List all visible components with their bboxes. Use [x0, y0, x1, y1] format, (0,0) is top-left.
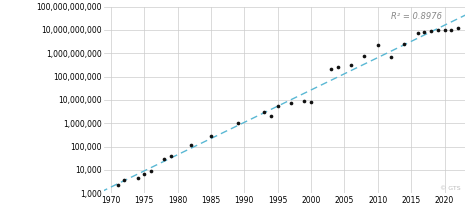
- Point: [114, 183, 121, 186]
- Point: [387, 55, 395, 59]
- Point: [120, 179, 128, 182]
- Point: [187, 143, 195, 147]
- Point: [347, 64, 355, 67]
- Point: [207, 134, 215, 138]
- Point: [334, 65, 342, 69]
- Point: [328, 67, 335, 70]
- Point: [167, 154, 175, 158]
- Point: [267, 114, 275, 118]
- Point: [234, 121, 241, 125]
- Point: [287, 101, 295, 105]
- Point: [447, 28, 455, 32]
- Point: [374, 43, 382, 47]
- Point: [441, 28, 448, 32]
- Point: [161, 157, 168, 161]
- Point: [361, 54, 368, 57]
- Point: [134, 176, 141, 180]
- Point: [454, 26, 462, 30]
- Point: [428, 29, 435, 33]
- Point: [301, 99, 308, 103]
- Text: R² = 0.8976: R² = 0.8976: [391, 12, 442, 21]
- Text: © GTS: © GTS: [440, 186, 461, 191]
- Point: [261, 110, 268, 113]
- Point: [274, 104, 282, 108]
- Point: [140, 172, 148, 176]
- Point: [414, 32, 421, 35]
- Point: [421, 30, 428, 34]
- Point: [307, 100, 315, 104]
- Point: [434, 28, 442, 32]
- Point: [147, 169, 155, 173]
- Point: [401, 42, 408, 45]
